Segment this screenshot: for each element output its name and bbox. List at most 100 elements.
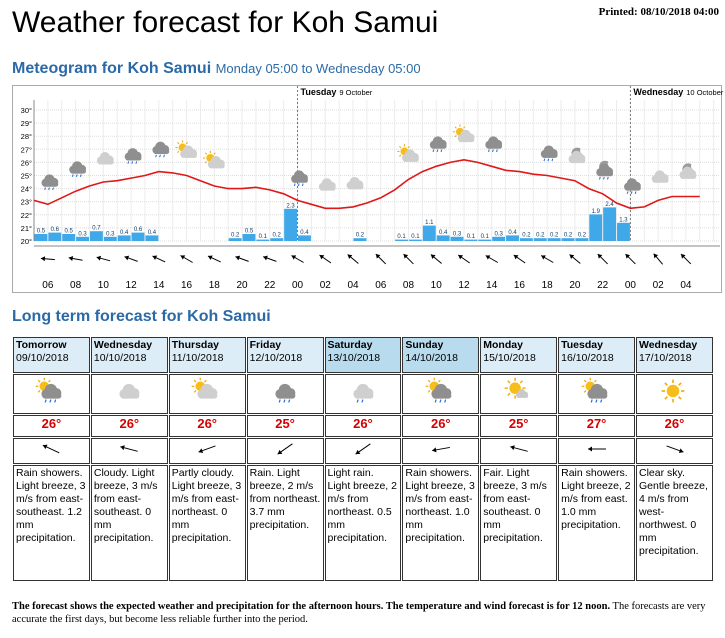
precip-bar — [228, 238, 242, 241]
rain-drop — [159, 154, 161, 158]
precip-bar — [408, 239, 422, 241]
weather-icon — [679, 163, 697, 179]
rain-drop — [135, 161, 138, 164]
sun-ray — [506, 392, 511, 397]
sun-ray — [427, 379, 431, 383]
day-name: Wednesday — [639, 339, 698, 351]
rain-drop — [163, 154, 165, 158]
icon — [425, 377, 452, 403]
hour-label: 04 — [347, 280, 359, 291]
weather-icon — [581, 377, 607, 403]
day-header: Thursday 11/10/2018 — [168, 337, 246, 373]
precip-bar — [242, 234, 256, 241]
rain-drop — [75, 174, 78, 177]
wind-arrow-head — [120, 445, 126, 451]
precip-label: 0.1 — [467, 234, 476, 240]
wind-arrow — [235, 255, 249, 262]
precip-bar — [117, 235, 131, 241]
rain-drop — [283, 399, 286, 403]
hour-label: 04 — [680, 280, 692, 291]
wind-arrow — [40, 256, 55, 262]
precip-label: 0.1 — [481, 234, 490, 240]
footer-bold: The forecast shows the expected weather … — [12, 601, 611, 612]
cloud-part — [354, 392, 374, 399]
day-header: Sunday 14/10/2018 — [402, 337, 480, 373]
temperature: 25° — [246, 415, 324, 437]
weather-icon — [119, 383, 140, 399]
precip-bar — [575, 238, 589, 241]
description: Rain showers. Light breeze, 3 m/s from e… — [13, 465, 90, 581]
sun-ray — [663, 396, 668, 400]
printed-date: Printed: 08/10/2018 04:00 — [598, 6, 719, 18]
icon — [661, 379, 684, 403]
weather-icon — [69, 161, 87, 177]
day-date: 13/10/2018 — [327, 352, 381, 364]
wind-arrow — [355, 443, 371, 455]
precip-label: 0.2 — [550, 233, 559, 239]
meteogram-heading: Meteogram for Koh Samui Monday 05:00 to … — [12, 60, 421, 78]
wind-cell — [558, 438, 635, 464]
sun-ray — [454, 126, 457, 129]
wind-arrow — [291, 255, 304, 263]
sun-ray — [177, 142, 180, 145]
rain-drop — [71, 174, 74, 177]
rain-drop — [155, 154, 157, 158]
wind-arrow-head — [43, 444, 48, 450]
weather-icon — [452, 124, 475, 143]
day-header: Saturday 13/10/2018 — [324, 337, 402, 373]
wind-arrow-head — [680, 254, 686, 259]
hour-label: 08 — [403, 280, 415, 291]
rain-drop — [44, 187, 46, 191]
cloud-part — [516, 394, 528, 398]
icon-cell — [558, 374, 635, 414]
precip-bar — [436, 235, 450, 241]
weather-icon — [152, 141, 170, 158]
wind-arrow — [152, 255, 166, 263]
wind-arrow — [540, 255, 554, 263]
rain-drop — [547, 158, 550, 162]
sun-ray — [519, 380, 523, 384]
rain-drop — [551, 158, 554, 162]
precip-label: 1.1 — [425, 220, 434, 226]
hour-label: 02 — [653, 280, 665, 291]
hour-label: 16 — [181, 280, 193, 291]
rain-drop — [436, 149, 439, 153]
wind-arrow-head — [124, 255, 130, 261]
footer: The forecast shows the expected weather … — [12, 600, 718, 626]
rain-drop — [131, 161, 134, 164]
sun-ray — [407, 145, 410, 149]
rain-drop — [361, 399, 364, 403]
precip-bar — [450, 236, 464, 241]
y-tick-label: 22° — [21, 211, 32, 220]
weather-icon — [568, 147, 586, 164]
wind-arrow — [625, 253, 636, 265]
sun-ray — [48, 379, 52, 383]
wind-arrow-head — [291, 255, 297, 260]
wind-arrow — [680, 253, 692, 265]
weather-icon — [191, 377, 218, 399]
icon — [581, 377, 607, 403]
day-header: Tuesday 16/10/2018 — [558, 337, 635, 373]
sun-ray — [193, 390, 197, 393]
wind — [355, 443, 371, 455]
precip-bar — [478, 239, 492, 241]
wind-arrow-head — [541, 255, 546, 260]
wind-arrow — [509, 445, 528, 452]
weather-icon — [504, 377, 528, 399]
wind-arrow — [319, 254, 332, 264]
cloud-part — [347, 184, 364, 190]
icon-cell — [13, 374, 90, 414]
day-header: Wednesday 17/10/2018 — [636, 337, 713, 373]
icon — [275, 383, 296, 403]
precip-label: 1.9 — [592, 209, 601, 215]
precip-bar — [561, 238, 575, 241]
icon-cell — [90, 374, 168, 414]
rain-drop — [288, 399, 291, 403]
wind — [665, 445, 684, 454]
wind — [509, 445, 528, 452]
longterm-title: Long term forecast for Koh Samui — [12, 308, 271, 325]
precip-label: 0.6 — [51, 227, 60, 233]
wind-arrow-head — [431, 447, 437, 453]
weather-icon — [318, 178, 336, 191]
meteogram: 20° 21° 22° 23° 24° 25° 26° 27° 28° 29° 30° 06 08 10 1… — [12, 85, 724, 293]
